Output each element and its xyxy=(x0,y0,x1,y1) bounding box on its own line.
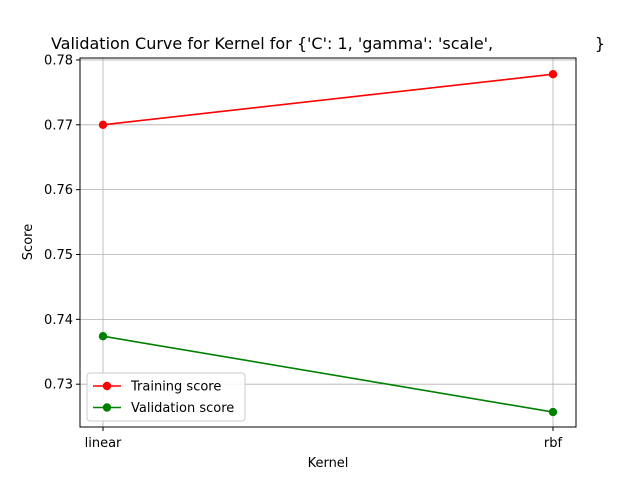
y-tick-label: 0.78 xyxy=(44,53,73,68)
x-axis-label: Kernel xyxy=(308,456,349,471)
legend-label: Validation score xyxy=(131,401,234,416)
grid-lines xyxy=(80,58,576,427)
y-tick-label: 0.73 xyxy=(44,378,73,393)
legend-label: Training score xyxy=(130,380,221,395)
y-axis-ticks: 0.73 0.74 0.75 0.76 0.77 0.78 xyxy=(44,53,80,393)
data-point xyxy=(548,407,558,417)
plot-frame xyxy=(79,57,577,428)
legend: Training score Validation score xyxy=(86,372,246,422)
chart-title: Validation Curve for Kernel for {'C': 1,… xyxy=(51,34,605,53)
series-line xyxy=(102,335,554,413)
legend-box xyxy=(86,372,246,422)
data-point xyxy=(98,332,108,341)
legend-marker xyxy=(102,403,112,412)
series-line xyxy=(102,73,554,126)
x-tick-label: rbf xyxy=(544,436,563,451)
series-layer xyxy=(98,70,558,417)
legend-marker xyxy=(102,381,112,391)
data-point xyxy=(548,70,558,79)
y-tick-label: 0.74 xyxy=(44,313,73,328)
x-axis-ticks: linear rbf xyxy=(85,427,563,451)
x-tick-label: linear xyxy=(85,436,122,451)
data-point xyxy=(98,120,108,129)
y-tick-label: 0.75 xyxy=(44,248,73,263)
y-axis-label: Score xyxy=(21,224,36,260)
y-tick-label: 0.77 xyxy=(44,118,73,133)
y-tick-label: 0.76 xyxy=(44,183,73,198)
